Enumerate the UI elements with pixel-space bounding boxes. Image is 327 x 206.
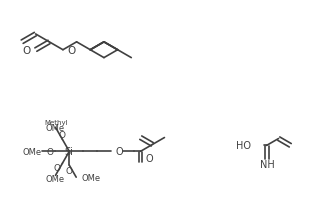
Text: O: O xyxy=(46,147,54,156)
Text: O: O xyxy=(67,46,75,55)
Text: Methyl: Methyl xyxy=(45,120,68,126)
Text: OMe: OMe xyxy=(46,123,65,132)
Text: OMe: OMe xyxy=(46,174,65,183)
Text: NH: NH xyxy=(260,159,275,169)
Text: O: O xyxy=(116,147,123,157)
Text: Si: Si xyxy=(65,147,74,157)
Text: O: O xyxy=(59,130,66,139)
Text: OMe: OMe xyxy=(81,173,100,182)
Text: O: O xyxy=(66,166,73,175)
Text: O: O xyxy=(53,163,60,172)
Text: O: O xyxy=(146,153,153,163)
Text: O: O xyxy=(23,46,31,55)
Text: OMe: OMe xyxy=(23,147,42,156)
Text: HO: HO xyxy=(236,141,251,151)
